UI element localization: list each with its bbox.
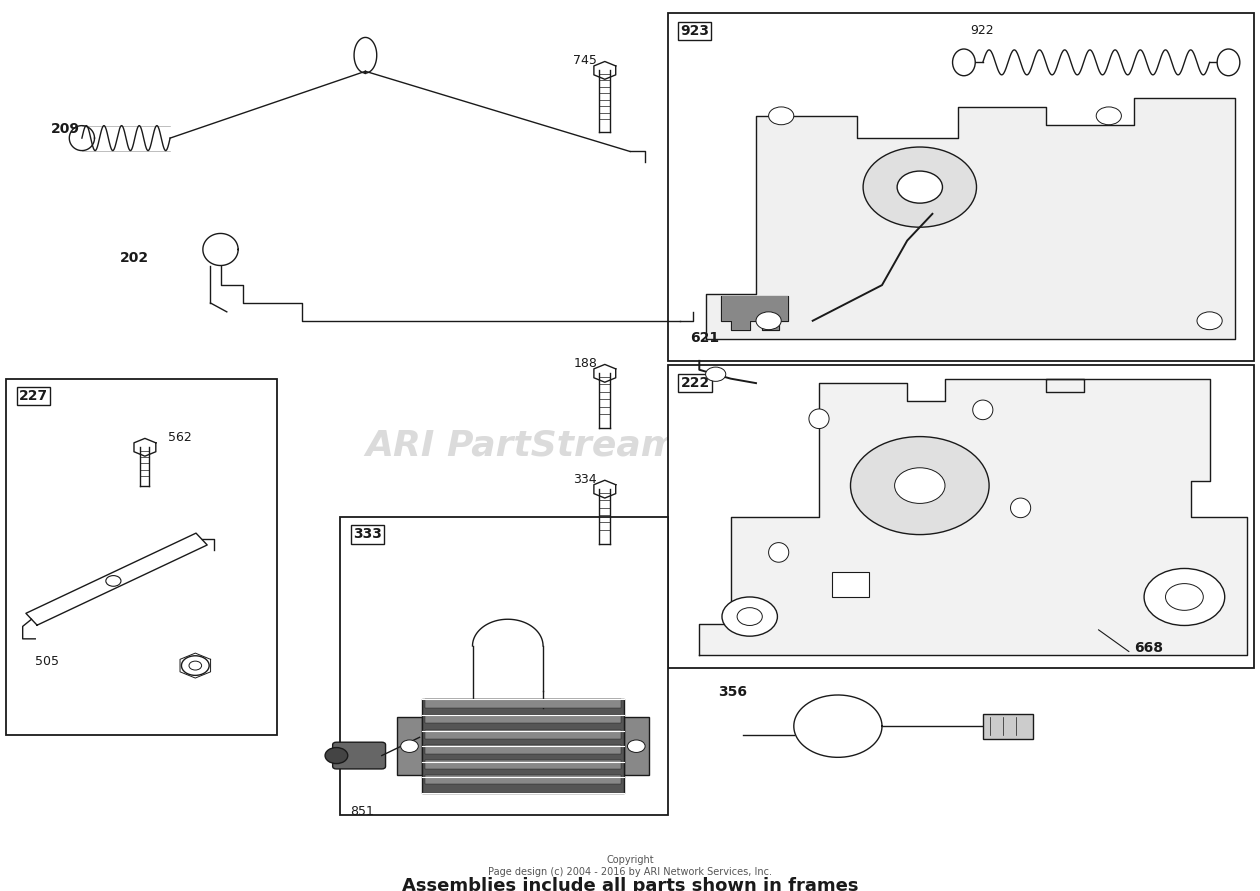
Bar <box>6 379 277 735</box>
Text: 745: 745 <box>573 53 597 67</box>
Circle shape <box>1166 584 1203 610</box>
Polygon shape <box>721 296 788 330</box>
Text: Copyright
Page design (c) 2004 - 2016 by ARI Network Services, Inc.: Copyright Page design (c) 2004 - 2016 by… <box>488 855 772 877</box>
Polygon shape <box>699 379 1247 655</box>
Polygon shape <box>134 438 156 456</box>
Bar <box>425 745 621 754</box>
Bar <box>422 699 624 793</box>
Circle shape <box>1144 568 1225 625</box>
Ellipse shape <box>769 543 789 562</box>
Text: 668: 668 <box>1099 630 1163 655</box>
Ellipse shape <box>1011 498 1031 518</box>
Circle shape <box>1096 107 1121 125</box>
Circle shape <box>106 576 121 586</box>
Bar <box>624 717 649 775</box>
Text: ARI PartStream™: ARI PartStream™ <box>365 429 714 462</box>
Circle shape <box>897 171 942 203</box>
Polygon shape <box>706 98 1235 339</box>
Circle shape <box>722 597 777 636</box>
Bar <box>425 760 621 769</box>
Bar <box>668 365 1254 668</box>
Circle shape <box>895 468 945 503</box>
Ellipse shape <box>973 400 993 420</box>
Text: 922: 922 <box>970 24 994 37</box>
Text: Assemblies include all parts shown in frames: Assemblies include all parts shown in fr… <box>402 877 858 891</box>
Circle shape <box>756 312 781 330</box>
Circle shape <box>627 740 645 752</box>
Circle shape <box>401 740 418 752</box>
FancyBboxPatch shape <box>333 742 386 769</box>
Text: 356: 356 <box>718 685 747 699</box>
Bar <box>832 572 869 597</box>
Circle shape <box>737 608 762 625</box>
Text: 621: 621 <box>690 331 719 346</box>
Text: 334: 334 <box>573 472 597 486</box>
Circle shape <box>863 147 976 227</box>
Ellipse shape <box>953 49 975 76</box>
Circle shape <box>189 661 202 670</box>
Text: 188: 188 <box>573 356 597 370</box>
Bar <box>425 715 621 723</box>
Polygon shape <box>593 364 616 382</box>
Text: 202: 202 <box>120 251 149 266</box>
Bar <box>425 730 621 739</box>
Circle shape <box>850 437 989 535</box>
Polygon shape <box>593 480 616 498</box>
Polygon shape <box>26 533 207 625</box>
Ellipse shape <box>1217 49 1240 76</box>
Bar <box>340 517 668 815</box>
Text: 333: 333 <box>353 527 382 542</box>
Text: 209: 209 <box>50 122 79 136</box>
Text: 923: 923 <box>680 24 709 38</box>
Text: 222: 222 <box>680 376 709 390</box>
Polygon shape <box>593 61 616 79</box>
Bar <box>425 775 621 784</box>
Circle shape <box>706 367 726 381</box>
Text: 227: 227 <box>19 389 48 404</box>
Bar <box>397 717 422 775</box>
Circle shape <box>1197 312 1222 330</box>
Bar <box>425 699 621 708</box>
Text: 851: 851 <box>350 805 374 819</box>
Ellipse shape <box>809 409 829 429</box>
Text: 505: 505 <box>35 655 59 668</box>
Circle shape <box>181 656 209 675</box>
Circle shape <box>325 748 348 764</box>
Text: 562: 562 <box>168 430 192 444</box>
Bar <box>668 13 1254 361</box>
Bar <box>983 714 1033 739</box>
Circle shape <box>769 107 794 125</box>
